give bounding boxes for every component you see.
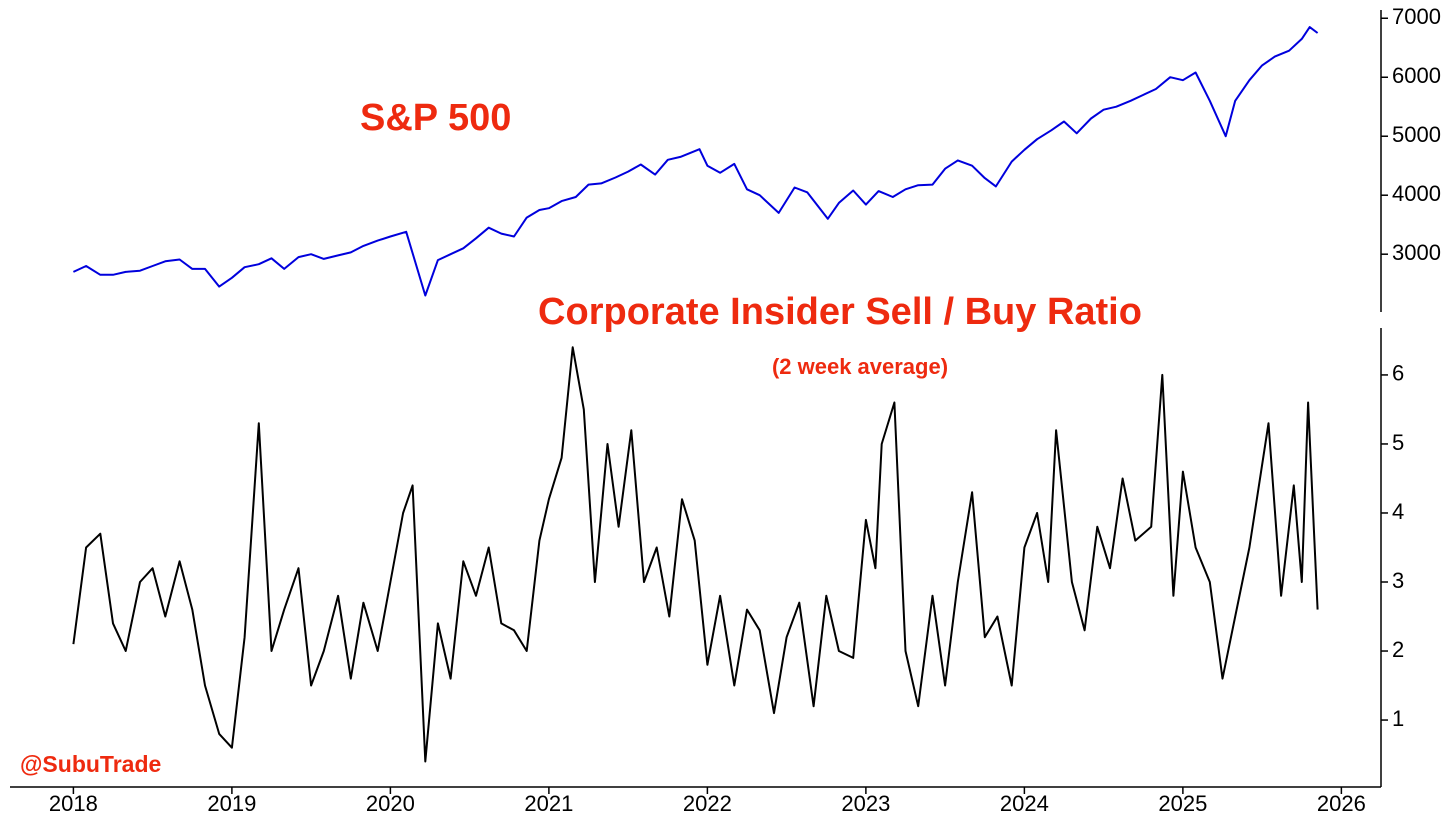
sp-title: S&P 500 <box>360 97 511 139</box>
y-tick-label: 7000 <box>1392 4 1441 29</box>
y-tick-label: 6000 <box>1392 63 1441 88</box>
y-tick-label: 3000 <box>1392 240 1441 265</box>
ratio-subtitle: (2 week average) <box>772 354 948 379</box>
y-tick-label: 5000 <box>1392 122 1441 147</box>
x-tick-label: 2020 <box>366 791 415 816</box>
data-line <box>72 346 1319 763</box>
y-tick-label: 2 <box>1392 637 1404 662</box>
y-tick-label: 6 <box>1392 361 1404 386</box>
y-tick-label: 4 <box>1392 499 1404 524</box>
x-tick-label: 2024 <box>1000 791 1049 816</box>
x-tick-label: 2019 <box>207 791 256 816</box>
credit: @SubuTrade <box>20 751 161 777</box>
x-tick-label: 2023 <box>841 791 890 816</box>
x-tick-label: 2022 <box>683 791 732 816</box>
x-tick-label: 2026 <box>1317 791 1366 816</box>
y-tick-label: 5 <box>1392 430 1404 455</box>
y-tick-label: 4000 <box>1392 181 1441 206</box>
ratio-title: Corporate Insider Sell / Buy Ratio <box>538 291 1142 333</box>
x-tick-label: 2018 <box>49 791 98 816</box>
x-tick-label: 2021 <box>524 791 573 816</box>
x-tick-label: 2025 <box>1158 791 1207 816</box>
data-line <box>72 26 1319 297</box>
y-tick-label: 1 <box>1392 706 1404 731</box>
y-tick-label: 3 <box>1392 568 1404 593</box>
